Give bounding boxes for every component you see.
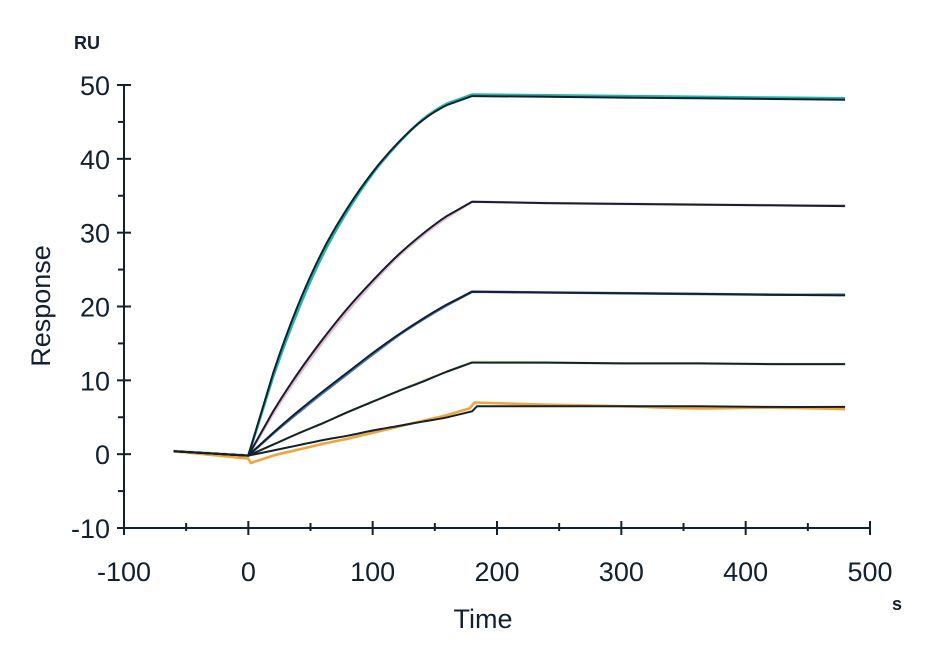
plot-series <box>173 93 846 465</box>
x-tick-label: -100 <box>97 557 151 587</box>
y-tick-label: 50 <box>80 71 110 101</box>
fit-2-line <box>173 200 846 457</box>
x-unit-label: s <box>892 594 902 614</box>
y-tick-label: 0 <box>95 440 110 470</box>
fit-3-line <box>173 290 846 457</box>
fit-4-line <box>173 361 846 457</box>
y-axis-title: Response <box>26 245 56 367</box>
y-tick-label: 30 <box>80 219 110 249</box>
fit-1-line <box>173 95 846 457</box>
y-tick-label: 10 <box>80 366 110 396</box>
x-tick-label: 500 <box>847 557 892 587</box>
y-tick-label: -10 <box>71 514 110 544</box>
fit-5-line <box>173 405 846 457</box>
data-curve-2 <box>173 200 846 457</box>
data-curve-1 <box>173 93 846 457</box>
x-tick-label: 200 <box>474 557 519 587</box>
x-tick-label: 400 <box>723 557 768 587</box>
axis-labels: RU s Time Response <box>26 33 902 634</box>
x-axis-title: Time <box>454 604 513 634</box>
x-tick-label: 300 <box>599 557 644 587</box>
x-tick-label: 0 <box>241 557 256 587</box>
y-tick-label: 40 <box>80 145 110 175</box>
x-tick-label: 100 <box>350 557 395 587</box>
y-tick-label: 20 <box>80 293 110 323</box>
y-unit-label: RU <box>74 33 100 53</box>
